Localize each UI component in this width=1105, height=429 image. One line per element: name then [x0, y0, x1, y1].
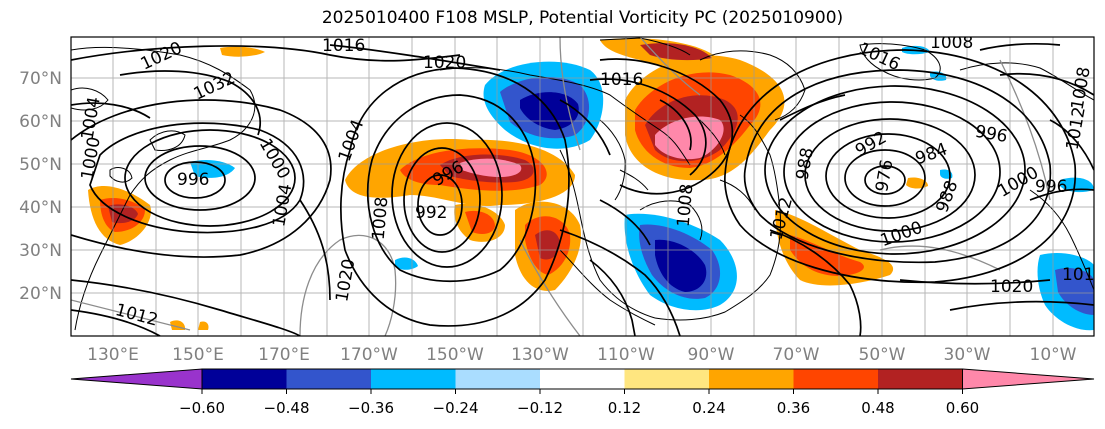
isobar-label: 1016 — [322, 36, 365, 56]
colorbar-segment — [878, 369, 963, 389]
lat-label: 20°N — [19, 284, 62, 304]
lat-label: 50°N — [19, 155, 62, 175]
colorbar-tick-label: 0.24 — [692, 399, 725, 417]
lon-label: 170°E — [258, 345, 310, 365]
isobar-label: 1008 — [930, 33, 973, 53]
colorbar-segment — [455, 369, 540, 389]
lon-label: 130°E — [87, 345, 139, 365]
colorbar-tick-label: −0.24 — [433, 399, 479, 417]
lon-label: 130°W — [511, 345, 569, 365]
colorbar-segment — [624, 369, 709, 389]
isobar-label: 996 — [1035, 177, 1067, 197]
colorbar-extend-high — [962, 368, 1095, 390]
map-frame — [70, 36, 1095, 337]
lon-label: 150°E — [172, 345, 224, 365]
lon-label: 170°W — [340, 345, 398, 365]
colorbar-tick-label: 0.36 — [777, 399, 810, 417]
lon-label: 150°W — [426, 345, 484, 365]
lat-label: 60°N — [19, 112, 62, 132]
colorbar-segment — [371, 369, 456, 389]
isobar-label: 1012 — [1062, 265, 1105, 285]
colorbar-segment — [709, 369, 794, 389]
isobar-label: 1008 — [369, 196, 393, 241]
isobar-label: 1020 — [990, 277, 1033, 297]
colorbar-segment — [793, 369, 878, 389]
lon-label: 70°W — [773, 345, 820, 365]
isobar-label: 1020 — [423, 53, 466, 73]
lon-label: 30°W — [944, 345, 991, 365]
colorbar-extend-low — [70, 368, 203, 390]
isobar-label: 1008 — [674, 183, 698, 228]
colorbar-tick-label: 0.48 — [861, 399, 894, 417]
lat-label: 40°N — [19, 198, 62, 218]
isobars — [71, 42, 1094, 336]
colorbar-tick-label: −0.48 — [264, 399, 310, 417]
colorbar-segment — [202, 369, 287, 389]
colorbar: −0.60 −0.48 −0.36 −0.24 −0.12 0.12 0.24 … — [70, 368, 1095, 417]
colorbar-tick-label: −0.60 — [179, 399, 225, 417]
lon-label: 50°W — [859, 345, 906, 365]
isobar-label: 996 — [177, 170, 209, 190]
colorbar-tick-label: 0.12 — [608, 399, 641, 417]
isobar-label: 992 — [415, 203, 447, 223]
longitude-labels: 130°E 150°E 170°E 170°W 150°W 130°W 110°… — [87, 345, 1077, 365]
graticule — [71, 37, 1094, 336]
colorbar-tick-label: −0.12 — [517, 399, 563, 417]
colorbar-tick-label: −0.36 — [348, 399, 394, 417]
lon-label: 10°W — [1030, 345, 1077, 365]
lon-label: 90°W — [688, 345, 735, 365]
colorbar-segment — [286, 369, 371, 389]
lat-label: 30°N — [19, 241, 62, 261]
latitude-labels: 70°N 60°N 50°N 40°N 30°N 20°N — [19, 69, 62, 304]
lat-label: 70°N — [19, 69, 62, 89]
colorbar-segment — [540, 369, 625, 389]
lon-label: 110°W — [597, 345, 655, 365]
colorbar-tick-label: 0.60 — [946, 399, 979, 417]
map-title: 2025010400 F108 MSLP, Potential Vorticit… — [321, 8, 844, 28]
isobar-label: 1016 — [600, 70, 643, 90]
